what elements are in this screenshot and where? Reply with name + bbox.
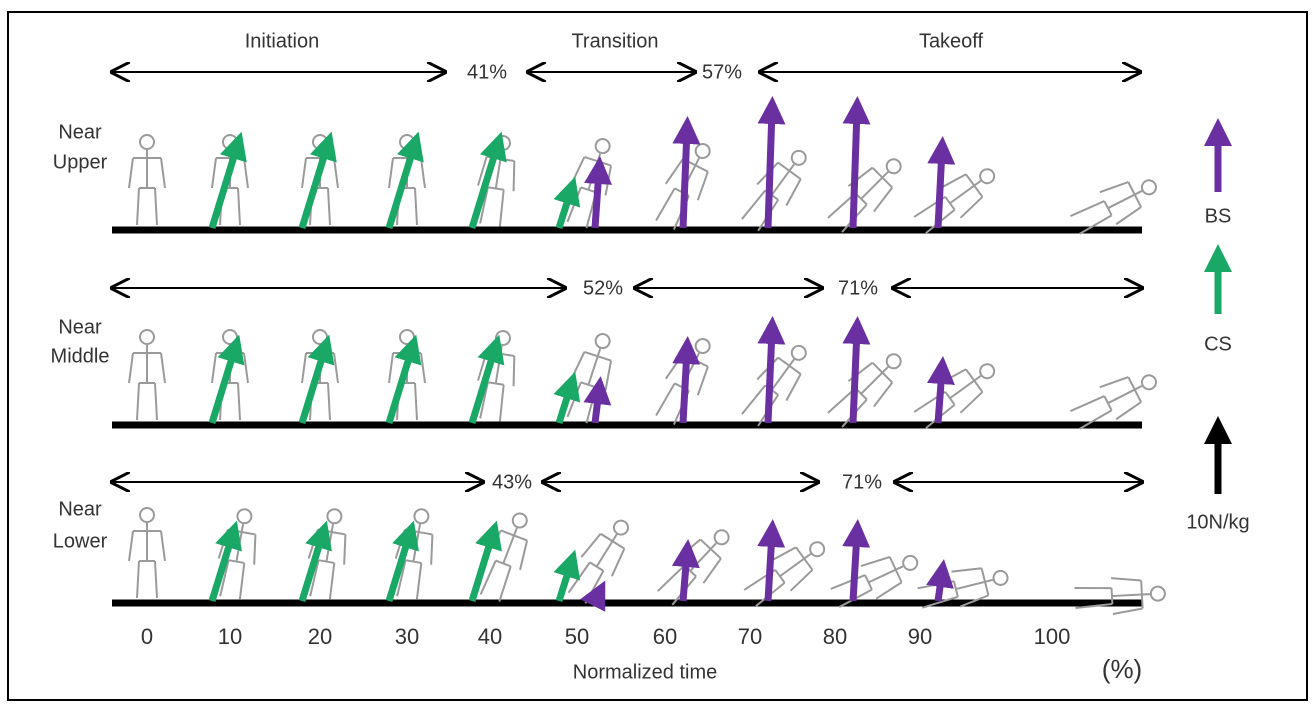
stick-figure xyxy=(129,135,165,225)
cs-arrow xyxy=(559,563,571,601)
bs-arrow xyxy=(853,533,857,601)
stick-figure xyxy=(129,330,165,420)
stick-figure xyxy=(735,142,817,236)
tick-label: 60 xyxy=(653,624,677,649)
head xyxy=(313,330,327,344)
head xyxy=(140,330,154,344)
bs-arrow xyxy=(853,330,857,423)
bs-arrow xyxy=(938,573,942,601)
bs-arrow xyxy=(595,390,599,423)
stick-figure xyxy=(822,149,911,238)
row-label: Upper xyxy=(53,151,108,173)
head xyxy=(594,137,612,155)
bs-arrow xyxy=(768,533,772,601)
tick-label: 30 xyxy=(395,624,419,649)
figure: Initiation Transition Takeoff Normalized… xyxy=(0,0,1315,704)
head xyxy=(594,332,612,350)
cs-arrow xyxy=(559,385,571,423)
head xyxy=(693,337,712,356)
stick-figure xyxy=(129,508,165,598)
tick-label: 90 xyxy=(908,624,932,649)
row-label: Lower xyxy=(53,530,108,552)
phase-marker: 52% xyxy=(583,277,623,299)
stick-figure xyxy=(560,134,622,231)
head xyxy=(1140,178,1159,197)
cs-arrow xyxy=(472,145,498,228)
phase-marker: 43% xyxy=(492,471,532,493)
bs-arrow xyxy=(683,130,687,228)
head xyxy=(400,330,414,344)
body xyxy=(212,521,260,601)
body xyxy=(129,345,165,420)
body xyxy=(129,523,165,598)
axis-label: Normalized time xyxy=(573,661,717,683)
bs-arrow xyxy=(768,110,772,228)
row-label: Near xyxy=(58,121,102,143)
head xyxy=(992,569,1009,586)
tick-label: 0 xyxy=(141,624,153,649)
phase-label: Initiation xyxy=(245,30,320,52)
head xyxy=(901,554,920,573)
head xyxy=(413,508,429,524)
tick-label: 20 xyxy=(308,624,332,649)
head xyxy=(1140,373,1159,392)
stick-figure xyxy=(1074,575,1166,616)
phase-label: Transition xyxy=(571,30,658,52)
body xyxy=(129,150,165,225)
row-label: Near xyxy=(58,316,102,338)
bs-arrow xyxy=(683,553,687,601)
head xyxy=(789,343,809,363)
stick-figure xyxy=(562,512,640,607)
phase-marker: 71% xyxy=(838,277,878,299)
bs-arrow xyxy=(595,170,599,228)
body xyxy=(1074,576,1151,616)
body xyxy=(302,521,350,601)
legend-label: BS xyxy=(1205,205,1232,227)
tick-label: 40 xyxy=(478,624,502,649)
bs-arrow xyxy=(938,370,942,423)
phase-marker: 41% xyxy=(467,61,507,83)
bs-arrow xyxy=(853,110,857,228)
tick-label: 10 xyxy=(218,624,242,649)
body xyxy=(916,562,997,615)
stick-figure xyxy=(560,329,622,426)
tick-label: 100 xyxy=(1034,624,1071,649)
head xyxy=(236,508,252,524)
stick-figure xyxy=(735,337,817,431)
cs-arrow xyxy=(559,190,571,228)
stick-figure xyxy=(916,559,1012,616)
head xyxy=(511,511,529,529)
stick-figure xyxy=(822,344,911,433)
bs-arrow xyxy=(768,330,772,423)
legend-label: 10N/kg xyxy=(1186,511,1249,533)
head xyxy=(326,508,342,524)
phase-marker: 57% xyxy=(702,61,742,83)
tick-label: 50 xyxy=(565,624,589,649)
head xyxy=(140,135,154,149)
head xyxy=(611,518,630,537)
head xyxy=(977,361,997,381)
head xyxy=(977,166,997,186)
head xyxy=(223,330,237,344)
head xyxy=(495,330,511,346)
bs-arrow xyxy=(683,350,687,423)
tick-label: 80 xyxy=(823,624,847,649)
legend-label: CS xyxy=(1204,333,1232,355)
body xyxy=(389,521,437,601)
stick-figure xyxy=(652,520,740,610)
head xyxy=(1151,586,1166,601)
bs-arrow xyxy=(938,150,942,228)
head xyxy=(140,508,154,522)
bs-arrow xyxy=(595,593,599,601)
tick-label: 70 xyxy=(738,624,762,649)
head xyxy=(807,539,827,559)
head xyxy=(693,142,712,161)
phase-marker: 71% xyxy=(842,471,882,493)
phase-label: Takeoff xyxy=(919,30,984,52)
row-label: Middle xyxy=(51,345,110,367)
row-label: Near xyxy=(58,498,102,520)
head xyxy=(789,148,809,168)
axis-unit: (%) xyxy=(1102,654,1142,684)
